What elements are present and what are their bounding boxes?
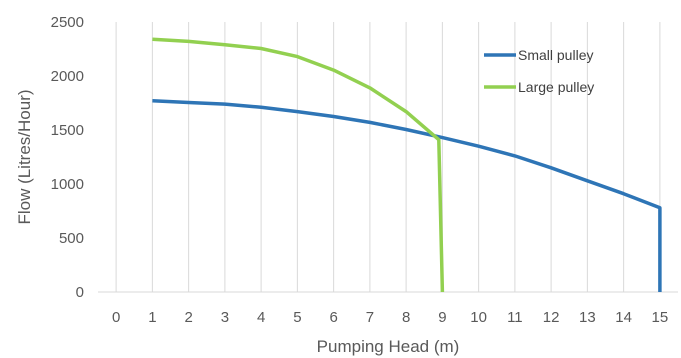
x-tick-label: 2 [184, 309, 192, 326]
x-tick-label: 8 [402, 309, 410, 326]
x-tick-label: 12 [543, 309, 560, 326]
legend-label: Large pulley [518, 79, 594, 95]
x-tick-label: 11 [507, 309, 523, 326]
legend: Small pulley Large pulley [484, 47, 594, 95]
gridlines [115, 22, 661, 292]
y-tick-label: 1500 [51, 122, 84, 139]
x-tick-label: 9 [438, 309, 446, 326]
y-axis-title: Flow (Litres/Hour) [15, 89, 34, 224]
x-tick-label: 0 [112, 309, 120, 326]
legend-label: Small pulley [518, 47, 593, 63]
series-line-small-pulley [152, 99, 662, 292]
y-tick-label: 2000 [51, 68, 84, 85]
y-tick-label: 500 [59, 230, 84, 247]
y-tick-label: 1000 [51, 176, 84, 193]
x-tick-label: 4 [257, 309, 265, 326]
y-tick-label: 0 [76, 284, 84, 301]
x-tick-label: 1 [148, 309, 156, 326]
x-axis-title: Pumping Head (m) [317, 337, 460, 356]
series-lines [152, 37, 662, 293]
x-axis-tick-labels: 0 1 2 3 4 5 6 7 8 9 10 11 12 13 14 15 [112, 309, 668, 326]
x-tick-label: 10 [470, 309, 487, 326]
y-tick-label: 2500 [51, 14, 84, 31]
x-tick-label: 6 [329, 309, 337, 326]
x-tick-label: 3 [221, 309, 229, 326]
x-tick-label: 5 [293, 309, 301, 326]
y-axis-tick-labels: 0 500 1000 1500 2000 2500 [51, 14, 84, 301]
x-tick-label: 13 [579, 309, 596, 326]
x-tick-label: 14 [615, 309, 632, 326]
x-tick-label: 7 [366, 309, 374, 326]
x-tick-label: 15 [652, 309, 669, 326]
series-line-large-pulley [152, 37, 445, 293]
